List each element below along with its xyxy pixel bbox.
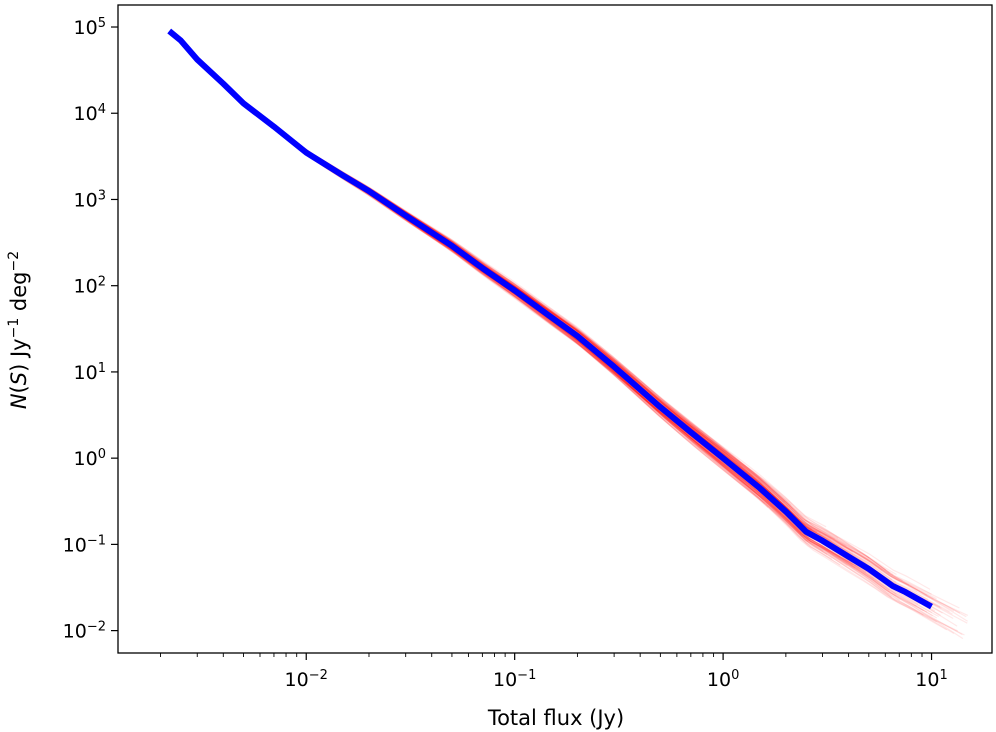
- x-tick-label: 10−2: [285, 668, 328, 692]
- x-axis: 10−2 10−1 100 101: [160, 653, 948, 692]
- x-tick-label: 10−1: [493, 668, 536, 692]
- plot-frame: [117, 4, 993, 654]
- x-tick-label: 101: [915, 668, 947, 692]
- y-tick-label: 104: [74, 102, 106, 126]
- y-tick-label: 105: [74, 16, 106, 40]
- y-tick-label: 10−2: [63, 619, 106, 643]
- realization-line: [196, 61, 833, 560]
- x-axis-label: Total flux (Jy): [487, 706, 624, 730]
- realization-line: [196, 61, 841, 566]
- y-tick-label: 101: [74, 360, 106, 384]
- realization-line: [196, 59, 802, 534]
- y-tick-label: 10−1: [63, 533, 106, 557]
- y-tick-label: 103: [74, 188, 106, 212]
- y-axis: 10−2 10−1 100 101 102 103 104 105: [63, 16, 118, 643]
- realization-line: [196, 61, 769, 509]
- realization-line: [196, 60, 812, 543]
- realization-line: [196, 61, 828, 555]
- realization-line: [196, 61, 809, 542]
- realization-lines: [196, 55, 969, 640]
- realization-line: [196, 61, 764, 501]
- y-tick-label: 100: [74, 447, 106, 471]
- median-line-group: [167, 28, 933, 610]
- y-axis-label: N(S) Jy−1 deg−2: [6, 251, 31, 409]
- realization-line: [196, 61, 824, 552]
- x-tick-label: 100: [707, 668, 739, 692]
- realization-line: [196, 61, 765, 505]
- median-line: [167, 28, 933, 610]
- y-tick-label: 102: [74, 274, 106, 298]
